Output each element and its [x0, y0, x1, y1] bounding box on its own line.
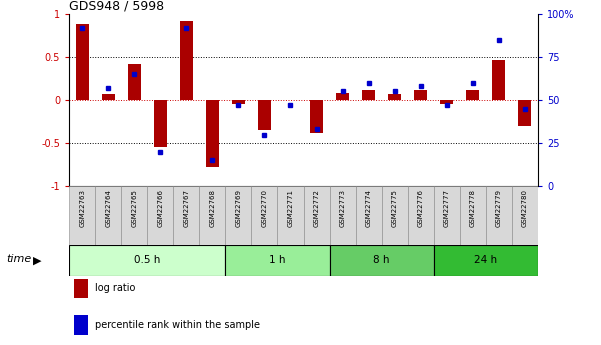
Bar: [329, 245, 434, 276]
Text: log ratio: log ratio: [95, 284, 135, 293]
Text: GSM22769: GSM22769: [236, 189, 242, 227]
Text: GSM22779: GSM22779: [496, 189, 502, 227]
Text: GSM22772: GSM22772: [314, 189, 320, 227]
Bar: [388, 94, 401, 100]
Text: 24 h: 24 h: [474, 256, 498, 265]
Bar: [154, 100, 167, 148]
Bar: [69, 245, 225, 276]
Text: GSM22777: GSM22777: [444, 189, 450, 227]
Bar: [225, 245, 329, 276]
Text: ▶: ▶: [33, 256, 41, 265]
Bar: [460, 186, 486, 245]
Bar: [440, 100, 453, 104]
Bar: [407, 186, 434, 245]
Text: GSM22773: GSM22773: [340, 189, 346, 227]
Text: GDS948 / 5998: GDS948 / 5998: [69, 0, 164, 13]
Bar: [329, 186, 356, 245]
Bar: [486, 186, 512, 245]
Bar: [206, 100, 219, 167]
Bar: [173, 186, 200, 245]
Text: GSM22765: GSM22765: [131, 189, 137, 227]
Bar: [69, 186, 95, 245]
Bar: [356, 186, 382, 245]
Bar: [76, 24, 89, 100]
Text: GSM22770: GSM22770: [261, 189, 267, 227]
Bar: [492, 60, 505, 100]
Bar: [95, 186, 121, 245]
Bar: [518, 100, 531, 126]
Bar: [74, 315, 88, 335]
Bar: [180, 21, 193, 100]
Text: GSM22780: GSM22780: [522, 189, 528, 227]
Text: GSM22775: GSM22775: [392, 189, 398, 227]
Bar: [304, 186, 329, 245]
Bar: [74, 279, 88, 298]
Bar: [336, 93, 349, 100]
Bar: [232, 100, 245, 104]
Bar: [434, 186, 460, 245]
Text: GSM22778: GSM22778: [470, 189, 476, 227]
Text: GSM22774: GSM22774: [365, 189, 371, 227]
Bar: [382, 186, 407, 245]
Bar: [414, 90, 427, 100]
Bar: [278, 186, 304, 245]
Text: 1 h: 1 h: [269, 256, 285, 265]
Text: GSM22766: GSM22766: [157, 189, 163, 227]
Text: percentile rank within the sample: percentile rank within the sample: [95, 320, 260, 330]
Text: GSM22764: GSM22764: [105, 189, 111, 227]
Bar: [512, 186, 538, 245]
Bar: [102, 94, 115, 100]
Text: GSM22763: GSM22763: [79, 189, 85, 227]
Bar: [200, 186, 225, 245]
Text: 8 h: 8 h: [373, 256, 390, 265]
Bar: [128, 64, 141, 100]
Text: GSM22776: GSM22776: [418, 189, 424, 227]
Bar: [466, 90, 479, 100]
Bar: [251, 186, 278, 245]
Bar: [258, 100, 271, 130]
Text: GSM22767: GSM22767: [183, 189, 189, 227]
Bar: [121, 186, 147, 245]
Bar: [362, 90, 375, 100]
Text: GSM22771: GSM22771: [287, 189, 293, 227]
Bar: [225, 186, 251, 245]
Text: time: time: [6, 254, 31, 264]
Bar: [310, 100, 323, 133]
Text: 0.5 h: 0.5 h: [134, 256, 160, 265]
Bar: [434, 245, 538, 276]
Bar: [147, 186, 173, 245]
Text: GSM22768: GSM22768: [209, 189, 215, 227]
